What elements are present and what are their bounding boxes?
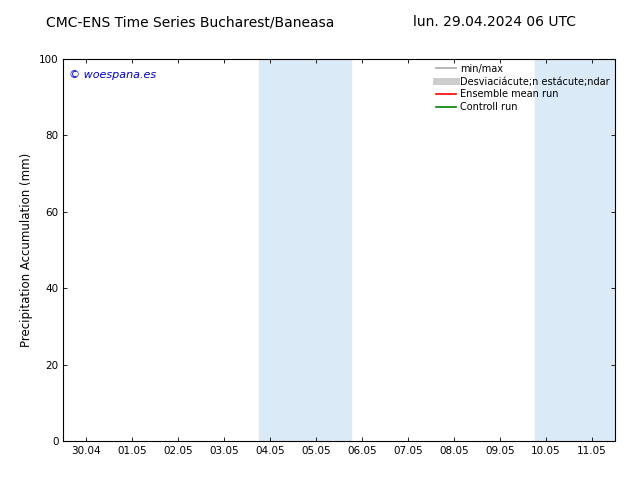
Text: lun. 29.04.2024 06 UTC: lun. 29.04.2024 06 UTC bbox=[413, 15, 576, 29]
Bar bbox=[259, 59, 351, 441]
Text: © woespana.es: © woespana.es bbox=[69, 70, 156, 80]
Text: CMC-ENS Time Series Bucharest/Baneasa: CMC-ENS Time Series Bucharest/Baneasa bbox=[46, 15, 334, 29]
Legend: min/max, Desviaciácute;n estácute;ndar, Ensemble mean run, Controll run: min/max, Desviaciácute;n estácute;ndar, … bbox=[436, 64, 610, 112]
Y-axis label: Precipitation Accumulation (mm): Precipitation Accumulation (mm) bbox=[20, 153, 34, 347]
Bar bbox=[534, 59, 615, 441]
